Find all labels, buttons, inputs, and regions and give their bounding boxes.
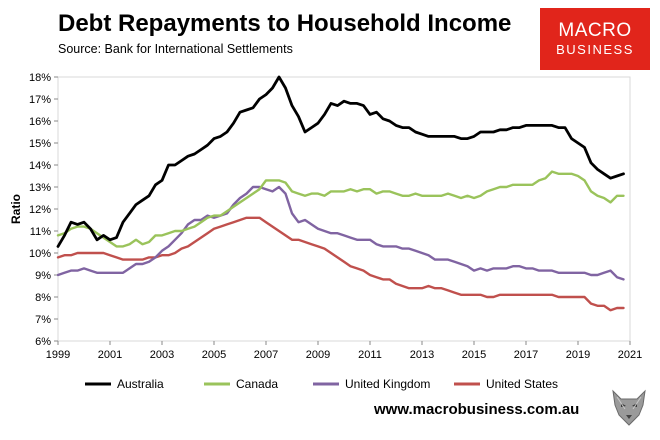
x-tick-label: 2003 <box>150 349 174 361</box>
y-tick-label: 8% <box>35 292 51 304</box>
y-axis-label: Ratio <box>9 194 23 224</box>
x-tick-label: 2019 <box>566 349 590 361</box>
legend-label: United States <box>486 377 558 391</box>
legend-label: Australia <box>117 377 164 391</box>
x-tick-label: 2007 <box>254 349 278 361</box>
x-tick-label: 1999 <box>46 349 70 361</box>
y-tick-label: 10% <box>29 248 51 260</box>
series-line-canada <box>56 170 625 248</box>
legend-item: Australia <box>85 377 164 391</box>
legend-item: Canada <box>204 377 278 391</box>
y-tick-label: 12% <box>29 204 51 216</box>
x-tick-label: 2015 <box>462 349 486 361</box>
plot-area <box>57 76 631 342</box>
y-tick-label: 11% <box>30 226 51 238</box>
series-line-united-kingdom <box>56 185 625 281</box>
y-tick-label: 14% <box>29 160 51 172</box>
y-tick-label: 13% <box>29 182 51 194</box>
x-tick-label: 2021 <box>618 349 642 361</box>
y-tick-label: 17% <box>29 94 51 106</box>
y-tick-label: 18% <box>29 72 51 84</box>
legend-item: United Kingdom <box>313 377 430 391</box>
y-tick-label: 16% <box>29 116 51 128</box>
series-line-australia <box>56 75 625 248</box>
series-line-united-states <box>56 216 625 312</box>
chart-subtitle: Source: Bank for International Settlemen… <box>58 42 293 56</box>
x-tick-label: 2011 <box>358 349 382 361</box>
legend-item: United States <box>454 377 558 391</box>
chart-title: Debt Repayments to Household Income <box>58 10 512 37</box>
y-tick-label: 7% <box>35 314 51 326</box>
y-tick-label: 6% <box>35 336 51 348</box>
footer-url[interactable]: www.macrobusiness.com.au <box>374 401 580 418</box>
x-tick-label: 2009 <box>306 349 330 361</box>
legend-label: Canada <box>236 377 278 391</box>
line-chart: 6% 7% 8% 9% 10% 11% 12% 13% 14% 15% 16% 17% 18% 1999 2… <box>9 72 642 391</box>
logo-text-business: BUSINESS <box>556 42 634 57</box>
x-tick-label: 2001 <box>98 349 122 361</box>
wolf-icon <box>612 389 646 426</box>
legend-label: United Kingdom <box>345 377 430 391</box>
x-tick-label: 2005 <box>202 349 226 361</box>
macrobusiness-logo[interactable]: MACRO BUSINESS <box>540 8 650 70</box>
x-tick-label: 2013 <box>410 349 434 361</box>
logo-text-macro: MACRO <box>558 20 632 41</box>
x-tick-label: 2017 <box>514 349 538 361</box>
y-tick-label: 9% <box>35 270 51 282</box>
y-tick-label: 15% <box>29 138 51 150</box>
